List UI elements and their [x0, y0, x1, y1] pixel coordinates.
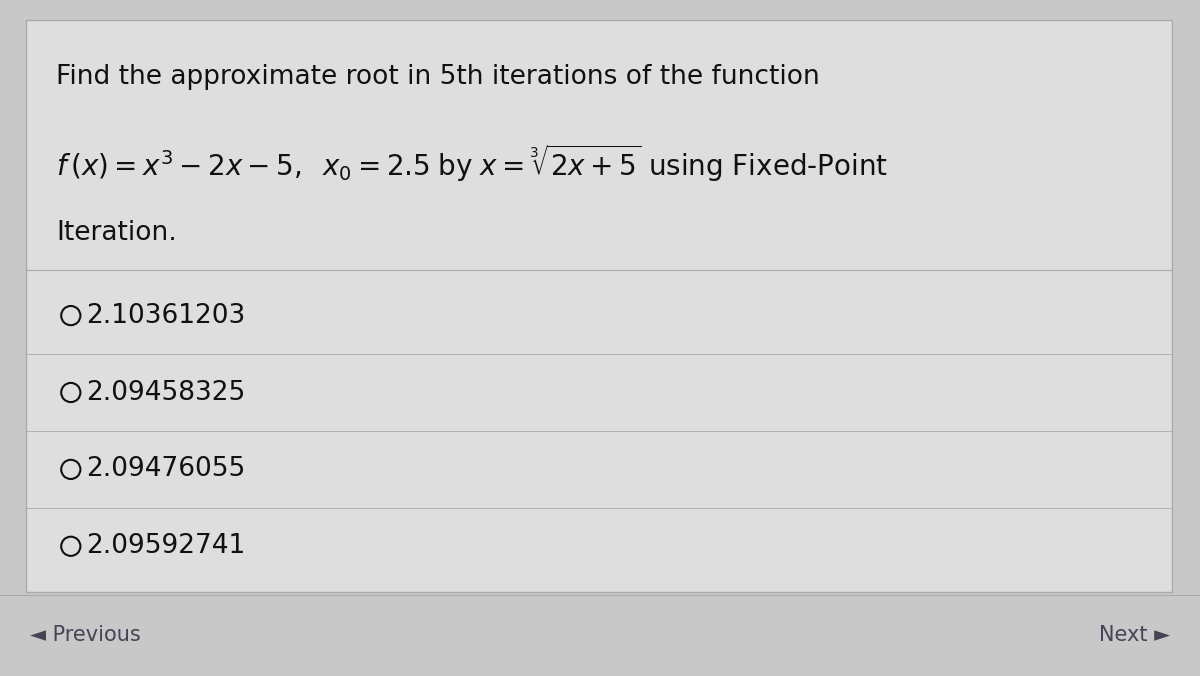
Text: 2.09458325: 2.09458325	[86, 379, 246, 406]
Bar	[0, 595, 1200, 676]
Text: Iteration.: Iteration.	[56, 220, 178, 245]
Text: Next ►: Next ►	[1099, 625, 1170, 646]
Text: 2.09476055: 2.09476055	[86, 456, 246, 483]
Text: Find the approximate root in 5th iterations of the function: Find the approximate root in 5th iterati…	[56, 64, 820, 90]
Text: 2.10361203: 2.10361203	[86, 303, 246, 329]
Text: $f\,(x) = x^3 - 2x - 5,\;\; x_0 = 2.5 \; \mathrm{by} \; x = \sqrt[3]{2x+5}$ usin: $f\,(x) = x^3 - 2x - 5,\;\; x_0 = 2.5 \;…	[56, 142, 888, 184]
FancyBboxPatch shape	[26, 20, 1172, 592]
Text: ◄ Previous: ◄ Previous	[30, 625, 140, 646]
Text: 2.09592741: 2.09592741	[86, 533, 246, 559]
